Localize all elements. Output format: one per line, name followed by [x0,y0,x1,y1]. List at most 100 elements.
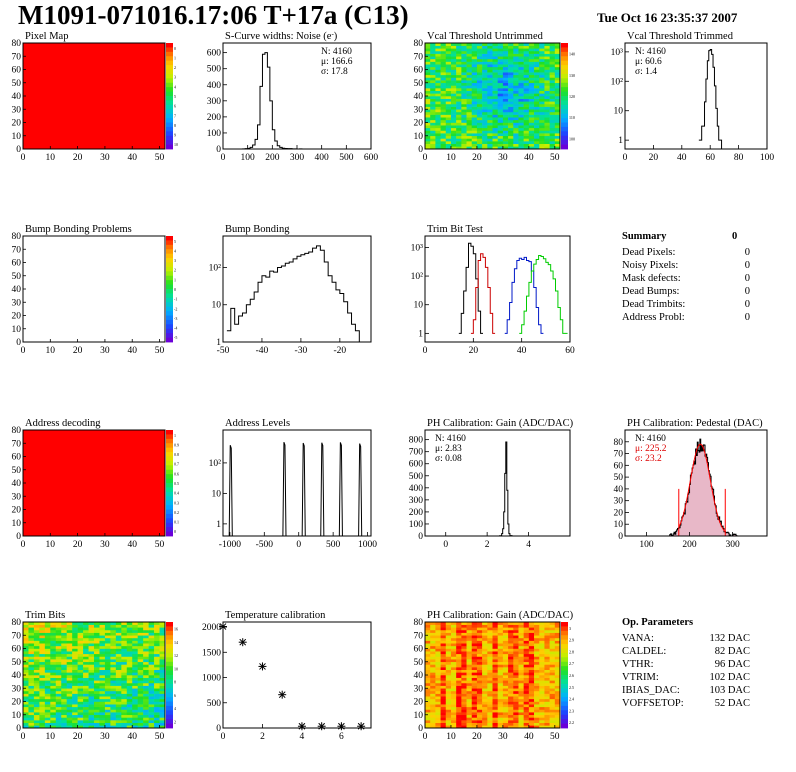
trim-bits-map-cell [126,648,133,652]
ph-gain-map-cell [518,648,524,652]
ph-gain-map-cell [445,659,452,663]
ph-gain-map-cell [487,685,493,689]
ph-gain-map-cell [513,640,519,644]
vcal-untrimmed-cell [445,135,452,139]
ph-gain-map-cell [476,653,483,657]
trim-bits-map-cell [23,645,29,649]
vcal-untrimmed-cell [497,45,504,49]
vcal-untrimmed-cell [523,64,530,68]
temperature-calibration-title: Temperature calibration [225,610,326,621]
vcal-untrimmed-cell [450,72,457,76]
trim-bits-map-cell [77,709,84,713]
vcal-untrimmed-cell [476,93,483,97]
trim-bits-map-cell [77,661,84,665]
ph-gain-map-cell [523,632,530,636]
ph-gain-map-cell [508,682,514,686]
ph-gain-map-cell [528,722,535,726]
vcal-untrimmed-cell [461,106,467,110]
ph-gain-map-cell [539,675,545,678]
trim-bits-map-cell [115,629,122,633]
vcal-untrimmed-cell [425,72,431,76]
vcal-untrimmed-cell [461,98,467,102]
vcal-untrimmed-cell [528,103,535,107]
ph-gain-map-cell [497,661,504,665]
vcal-untrimmed-cell [450,80,457,84]
address-levels-xtick-label: 500 [326,540,341,550]
ph-gain-map-cell [544,688,550,692]
trim-bits-map-palette-seg [166,723,173,729]
vcal-untrimmed-cell [476,141,483,144]
trim-bits-map-cell [137,667,144,670]
ph-gain-map-cell [497,685,504,689]
trim-bits-map-cell [159,667,166,670]
vcal-untrimmed-cell [476,146,483,150]
trim-bits-map-cell [77,648,84,652]
ph-gain-map-cell [482,637,488,641]
vcal-untrimmed-cell [508,93,514,97]
ph-gain-map-cell [492,664,498,668]
vcal-untrimmed-cell [554,106,561,110]
ph-gain-map-cell [528,627,535,631]
ph-gain-hist-xtick-label: 4 [526,540,531,550]
vcal-untrimmed-cell [497,82,504,86]
ph-gain-map-cell [445,675,452,678]
vcal-untrimmed-cell [482,114,488,118]
vcal-untrimmed-cell [440,88,447,91]
trim-bits-map-cell [94,701,100,705]
trim-bits-map-cell [77,645,84,649]
vcal-untrimmed-cell [466,82,473,86]
vcal-untrimmed-cell [440,96,447,99]
ph-gain-map-cell [508,669,514,673]
trim-bits-map-cell [55,690,62,694]
vcal-trimmed-ytick-label: 1 [618,136,623,146]
pixel-map-palette-seg [166,65,173,70]
ph-gain-map-cell [456,653,462,657]
ph-gain-map-cell [508,693,514,697]
bump-bonding-xtick-label: -50 [217,346,230,356]
address-levels-xtick-label: -500 [256,540,274,550]
ph-gain-map-cell [518,622,524,625]
trim-bits-map-cell [39,688,46,692]
ph-gain-map-cell [518,693,524,697]
trim-bits-map-cell [33,656,40,660]
pixel-map-palette-seg [166,104,173,110]
ph-gain-map-cell [518,664,524,668]
vcal-untrimmed-cell [425,138,431,142]
trim-bits-map-cell [72,680,78,684]
vcal-untrimmed-cell [476,61,483,65]
ph-gain-map-cell [523,688,530,692]
ph-gain-map-cell [534,637,540,641]
ph-gain-map-cell [461,637,467,641]
vcal-untrimmed-cell [430,43,436,46]
ph-gain-map-cell [461,701,467,705]
trim-bits-map-cell [39,672,46,676]
trim-bits-map-cell [148,701,155,705]
vcal-untrimmed-cell [513,141,519,144]
ph-gain-hist-title: PH Calibration: Gain (ADC/DAC) [427,418,574,429]
ph-gain-map-cell [456,693,462,697]
vcal-untrimmed-cell [528,88,535,91]
ph-gain-map-cell [461,669,467,673]
vcal-untrimmed-cell [482,58,488,62]
trim-bits-map-cell [39,682,46,686]
vcal-untrimmed-cell [461,64,467,68]
ph-gain-map-cell [539,720,545,723]
trim-bits-map-cell [143,712,149,716]
vcal-untrimmed-cell [497,69,504,73]
trim-bits-map-cell [159,709,166,713]
trim-bits-map-cell [159,640,166,644]
trim-bits-map-cell [99,624,106,628]
ph-gain-map-cell [482,720,488,723]
ph-gain-map-cell [440,696,447,700]
trim-bits-map-cell [110,709,117,713]
trim-bits-map-cell [72,659,78,663]
trim-bits-map-cell [88,635,95,639]
trim-bits-map-cell [88,696,95,700]
vcal-untrimmed-cell [461,61,467,65]
trim-bits-map-xtick-label: 50 [155,732,165,742]
trim-bits-map-cell [143,624,149,628]
trim-bits-map-cell [159,693,166,697]
trim-bits-map-cell [126,661,133,665]
trim-bits-map-cell [126,643,133,647]
ph-gain-map-cell [487,675,493,678]
